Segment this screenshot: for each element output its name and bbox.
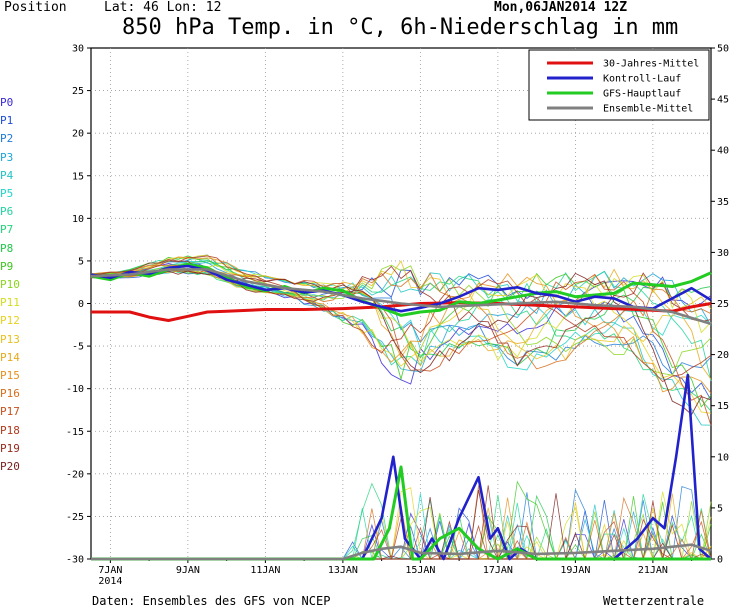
- run-date-label: Mon,06JAN2014 12Z: [494, 0, 628, 15]
- y-left-tick-label: -30: [66, 555, 84, 566]
- member-label: P2: [0, 132, 14, 146]
- x-tick-label: 11JAN: [250, 565, 280, 576]
- member-label: P13: [0, 332, 20, 346]
- x-tick-label: 19JAN: [560, 565, 590, 576]
- x-tick-label: 2014: [98, 576, 122, 587]
- y-right-tick-label: 20: [717, 350, 729, 361]
- y-left-tick-label: -10: [66, 384, 84, 395]
- x-tick-label: 15JAN: [405, 565, 435, 576]
- member-label: P8: [0, 241, 14, 255]
- legend-label: Ensemble-Mittel: [603, 104, 693, 115]
- y-left-tick-label: 30: [72, 44, 84, 55]
- y-left-tick-label: 25: [72, 86, 84, 97]
- y-right-tick-label: 40: [717, 146, 729, 157]
- member-label: P7: [0, 223, 14, 237]
- x-tick-label: 9JAN: [176, 565, 200, 576]
- y-left-tick-label: -15: [66, 427, 84, 438]
- member-label: P12: [0, 314, 20, 328]
- member-label: P0: [0, 96, 14, 109]
- y-right-tick-label: 25: [717, 299, 729, 310]
- y-left-tick-label: -25: [66, 512, 84, 523]
- y-right-tick-label: 0: [717, 555, 723, 566]
- y-left-tick-label: -20: [66, 469, 84, 480]
- member-label: P6: [0, 205, 14, 219]
- member-temp-line: [90, 255, 712, 383]
- member-label: P10: [0, 278, 20, 291]
- kontroll-lauf-temp-line: [90, 264, 712, 313]
- legend-label: Kontroll-Lauf: [603, 74, 681, 85]
- y-right-tick-label: 10: [717, 452, 729, 463]
- member-label: P20: [0, 460, 20, 473]
- member-label: P18: [0, 423, 20, 437]
- member-label: P16: [0, 387, 20, 401]
- x-tick-label: 17JAN: [483, 565, 513, 576]
- y-right-tick-label: 15: [717, 401, 729, 412]
- member-temp-line: [90, 268, 712, 426]
- member-label: P17: [0, 405, 20, 419]
- y-right-tick-label: 5: [717, 503, 723, 514]
- y-right-tick-label: 50: [717, 44, 729, 55]
- x-tick-label: 13JAN: [328, 565, 358, 576]
- member-label: P15: [0, 369, 20, 382]
- y-left-tick-label: 15: [72, 171, 84, 182]
- legend-label: GFS-Hauptlauf: [603, 89, 681, 100]
- y-left-tick-label: 20: [72, 129, 84, 140]
- legend-label: 30-Jahres-Mittel: [603, 59, 699, 70]
- lat-lon-label: Lat: 46 Lon: 12: [104, 0, 222, 15]
- ensemble-mittel-precip-line: [91, 543, 712, 561]
- member-temp-line: [90, 260, 712, 361]
- member-label: P19: [0, 441, 20, 455]
- kontroll-lauf-precip-line: [91, 373, 712, 561]
- member-label: P14: [0, 350, 20, 364]
- member-label: P3: [0, 150, 14, 164]
- member-label: P9: [0, 259, 14, 273]
- ensemble-mittel-temp-line: [90, 268, 712, 326]
- member-temp-line: [90, 259, 712, 371]
- gfs-hauptlauf-precip-line: [91, 465, 711, 561]
- gfs-hauptlauf-temp-line: [90, 262, 712, 317]
- y-right-tick-label: 35: [717, 197, 729, 208]
- member-label: P1: [0, 114, 14, 128]
- position-label: Position: [4, 0, 67, 15]
- y-left-tick-label: 10: [72, 214, 84, 225]
- x-tick-label: 21JAN: [638, 565, 668, 576]
- data-source-label: Daten: Ensembles des GFS von NCEP: [92, 594, 331, 608]
- member-temp-line: [90, 270, 712, 416]
- member-label: P11: [0, 296, 20, 310]
- y-left-tick-label: -5: [72, 342, 84, 353]
- member-label: P4: [0, 168, 14, 182]
- brand-label: Wetterzentrale: [603, 594, 705, 608]
- x-tick-label: 7JAN: [98, 565, 122, 576]
- y-left-tick-label: 0: [78, 299, 84, 310]
- y-right-tick-label: 30: [717, 248, 729, 259]
- member-label: P5: [0, 187, 14, 200]
- chart-title: 850 hPa Temp. in °C, 6h-Niederschlag in …: [122, 15, 679, 40]
- y-left-tick-label: 5: [78, 256, 84, 267]
- y-right-tick-label: 45: [717, 95, 729, 106]
